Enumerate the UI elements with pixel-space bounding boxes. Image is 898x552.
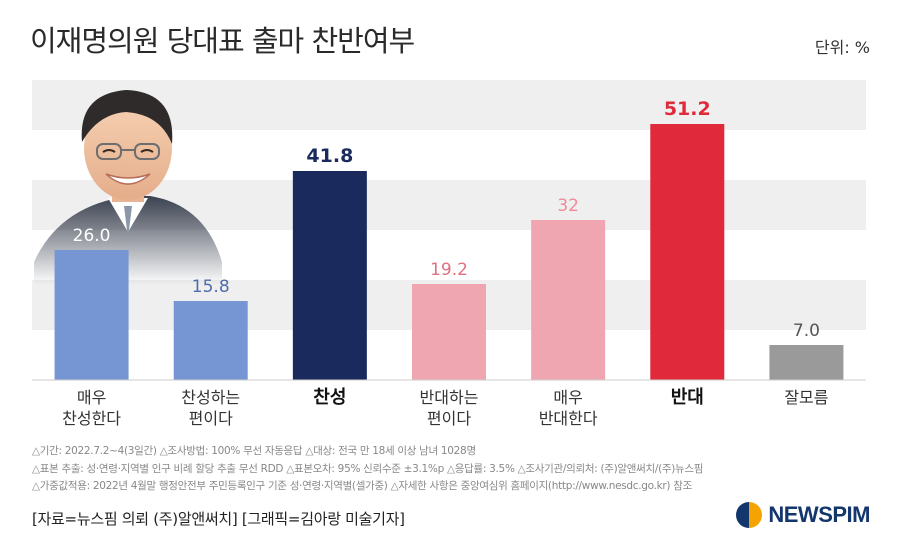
newspim-logo-text: NEWSPIM — [768, 502, 870, 527]
grid-bands — [32, 80, 866, 330]
category-label: 편이다 — [427, 409, 471, 428]
bar-value-labels: 26.0 15.8 41.8 19.2 32 51.2 7.0 — [73, 98, 820, 341]
chart-title: 이재명의원 당대표 출마 찬반여부 — [30, 24, 415, 58]
category-label: 잘모름 — [784, 388, 828, 407]
note-line: △표본 추출: 성·연령·지역별 인구 비례 할당 추출 무선 RDD △표본오… — [32, 462, 704, 475]
source-credit: [자료=뉴스핌 의뢰 (주)알앤써치] [그래픽=김아랑 미술기자] — [32, 510, 405, 528]
bar — [173, 301, 248, 380]
bar — [650, 124, 725, 380]
bar-value-label: 26.0 — [73, 226, 111, 246]
bar-value-label: 32 — [557, 196, 579, 216]
category-label: 찬성한다 — [62, 409, 121, 428]
category-label: 편이다 — [189, 409, 233, 428]
bar — [54, 250, 129, 380]
category-label: 매우 — [553, 388, 582, 407]
bar-value-label: 41.8 — [306, 145, 353, 167]
newspim-logo-icon — [736, 502, 763, 528]
category-label: 찬성 — [313, 387, 346, 408]
bar — [531, 220, 606, 380]
bar-value-label: 15.8 — [192, 277, 230, 297]
newspim-logo: NEWSPIM — [736, 502, 870, 528]
bar-value-label: 51.2 — [664, 98, 711, 120]
unit-label: 단위: % — [814, 38, 870, 57]
grid-band — [32, 80, 866, 130]
category-label: 반대한다 — [539, 409, 598, 428]
bars — [54, 124, 844, 380]
bar-value-label: 7.0 — [793, 321, 820, 341]
bar-value-label: 19.2 — [430, 260, 468, 280]
survey-notes: △기간: 2022.7.2~4(3일간) △조사방법: 100% 무선 자동응답… — [32, 443, 882, 496]
note-line: △기간: 2022.7.2~4(3일간) △조사방법: 100% 무선 자동응답… — [32, 445, 476, 457]
bar — [292, 171, 367, 380]
category-label: 반대하는 — [420, 388, 479, 407]
category-label: 찬성하는 — [181, 388, 240, 407]
bar — [412, 284, 486, 380]
category-label: 매우 — [77, 388, 106, 407]
note-line: △가중값적용: 2022년 4월말 행정안전부 주민등록인구 기준 성·연령·지… — [32, 480, 692, 492]
category-label: 반대 — [671, 387, 704, 408]
bar — [769, 345, 844, 380]
